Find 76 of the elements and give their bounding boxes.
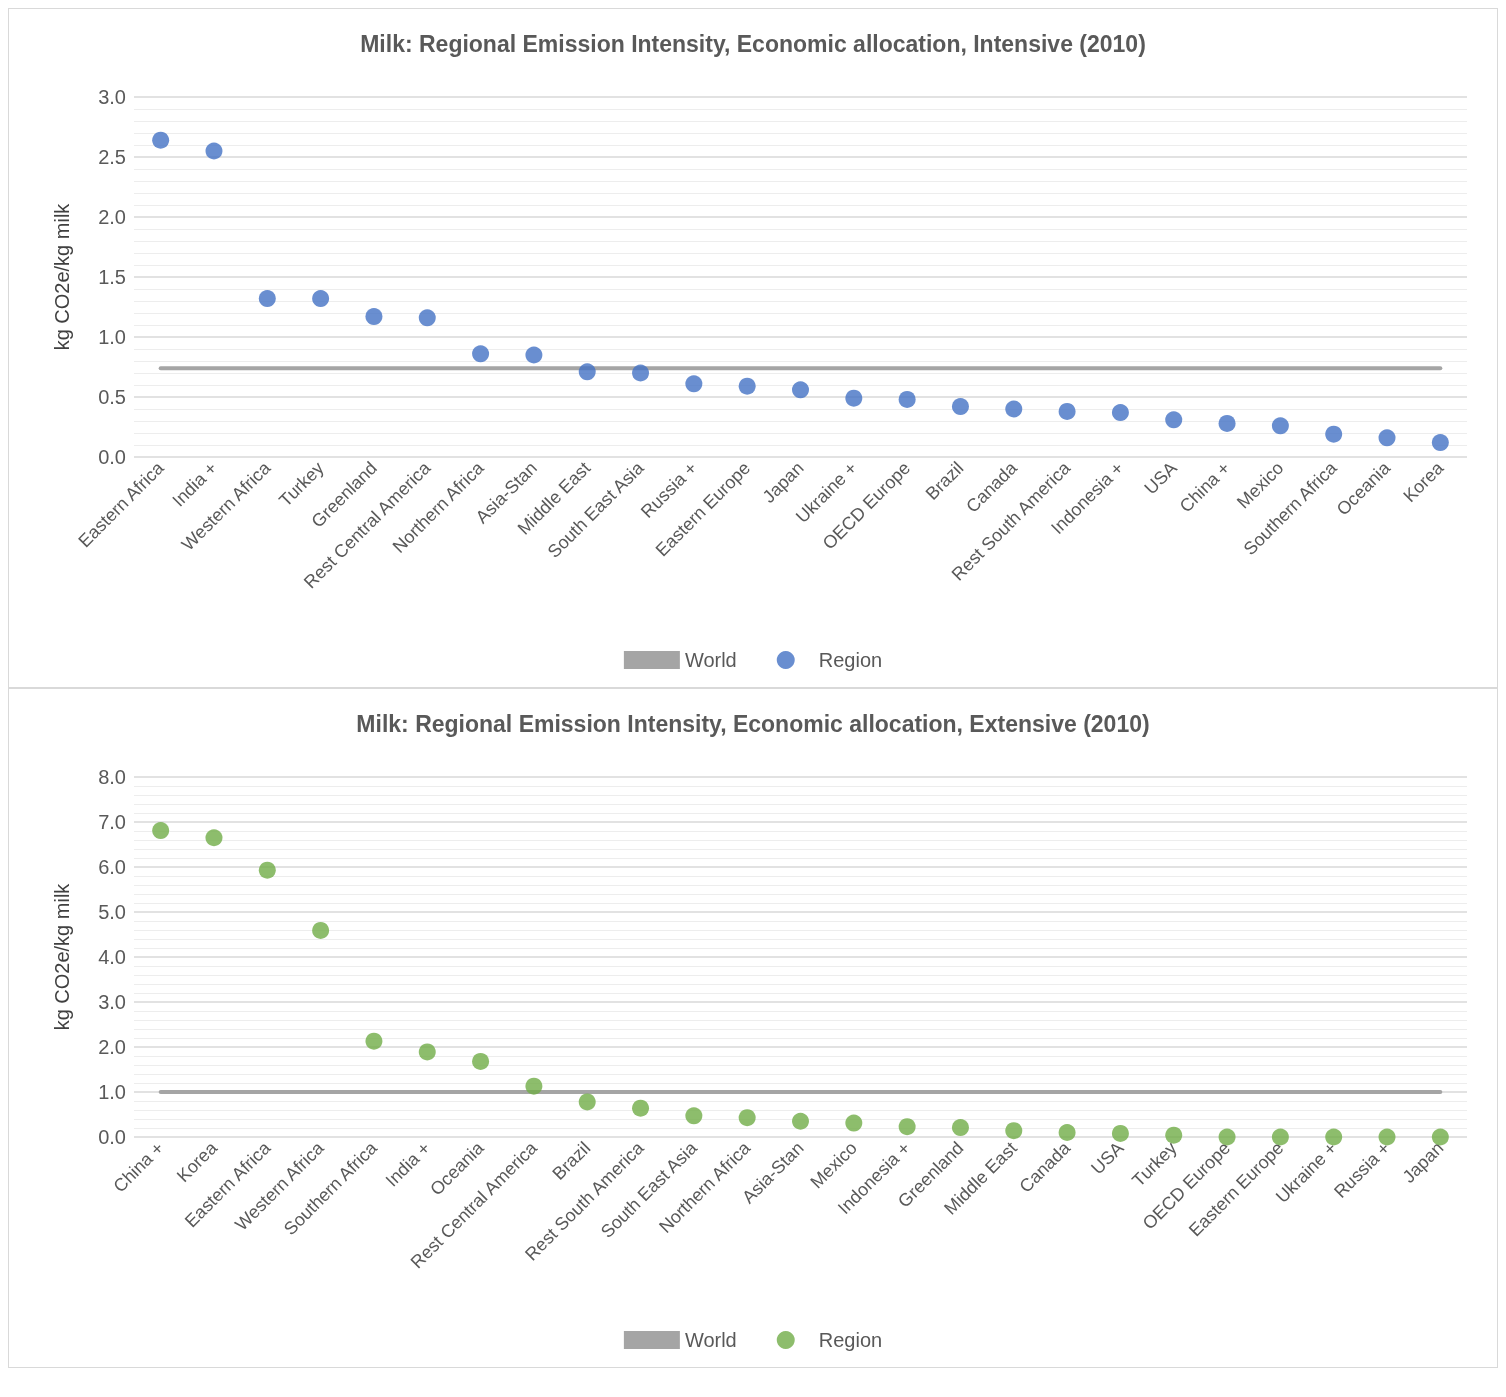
y-tick-label: 1.0: [98, 1081, 126, 1103]
y-tick-label: 7.0: [98, 811, 126, 833]
point: [1378, 1128, 1396, 1146]
point: [1431, 434, 1449, 452]
point: [472, 345, 490, 363]
point: [792, 381, 809, 399]
point: [1058, 1124, 1076, 1141]
legend-label: World: [684, 1329, 737, 1351]
point: [1271, 1128, 1289, 1146]
point: [1218, 414, 1236, 432]
point: [1325, 1128, 1343, 1146]
point: [632, 364, 650, 382]
point: [365, 308, 383, 326]
point: [898, 390, 916, 408]
point: [525, 346, 543, 364]
y-tick-label: 0.0: [98, 1126, 126, 1148]
point: [578, 363, 596, 381]
x-tick-label: USA: [1087, 1137, 1128, 1179]
y-tick-label: 2.5: [98, 146, 126, 168]
point: [1165, 411, 1183, 429]
point: [1165, 1126, 1183, 1144]
point: [1058, 402, 1076, 420]
point: [951, 398, 969, 416]
legend-label: Region: [818, 1329, 883, 1351]
y-tick-label: 2.0: [98, 1036, 126, 1058]
point: [1325, 425, 1343, 443]
y-tick-label: 1.5: [98, 266, 126, 288]
point: [205, 829, 223, 847]
point: [1005, 1122, 1023, 1140]
point: [152, 822, 170, 840]
point: [632, 1099, 650, 1117]
point: [312, 290, 330, 308]
y-tick-label: 0.0: [98, 446, 126, 468]
point: [472, 1052, 490, 1070]
point: [685, 1107, 703, 1125]
point: [845, 389, 863, 407]
point: [418, 309, 436, 327]
y-tick-label: 8.0: [98, 766, 126, 788]
point: [1005, 400, 1023, 418]
point: [152, 131, 170, 149]
y-tick-label: 3.0: [98, 991, 126, 1013]
point: [1218, 1128, 1236, 1146]
point: [951, 1119, 969, 1137]
point: [258, 861, 276, 879]
point: [1111, 1124, 1129, 1142]
legend-label: World: [684, 649, 737, 671]
chart-title: Milk: Regional Emission Intensity, Economic allocation, Intensive (2010): [360, 30, 1146, 57]
point: [1378, 429, 1396, 447]
y-tick-label: 5.0: [98, 901, 126, 923]
y-tick-label: 1.0: [98, 326, 126, 348]
point: [845, 1114, 863, 1132]
point: [578, 1093, 596, 1111]
point: [1111, 404, 1129, 422]
point: [738, 377, 756, 395]
point: [312, 921, 330, 939]
point: [685, 375, 703, 393]
point: [1431, 1128, 1449, 1146]
y-tick-label: 3.0: [98, 86, 126, 108]
y-tick-label: 2.0: [98, 206, 126, 228]
y-tick-label: 4.0: [98, 946, 126, 968]
point: [1271, 417, 1289, 435]
point: [258, 290, 276, 308]
y-axis-title: kg CO2e/kg milk: [51, 202, 73, 351]
chart-title: Milk: Regional Emission Intensity, Economic allocation, Extensive (2010): [356, 710, 1150, 737]
point: [205, 142, 223, 160]
y-tick-label: 0.5: [98, 386, 126, 408]
legend-label: Region: [818, 649, 883, 671]
point: [898, 1118, 916, 1136]
point: [792, 1112, 809, 1130]
x-tick-label: USA: [1140, 457, 1181, 499]
y-axis-title: kg CO2e/kg milk: [51, 882, 73, 1031]
point: [738, 1109, 756, 1127]
point: [365, 1032, 383, 1050]
point: [525, 1077, 543, 1095]
point: [418, 1043, 436, 1061]
y-tick-label: 6.0: [98, 856, 126, 878]
